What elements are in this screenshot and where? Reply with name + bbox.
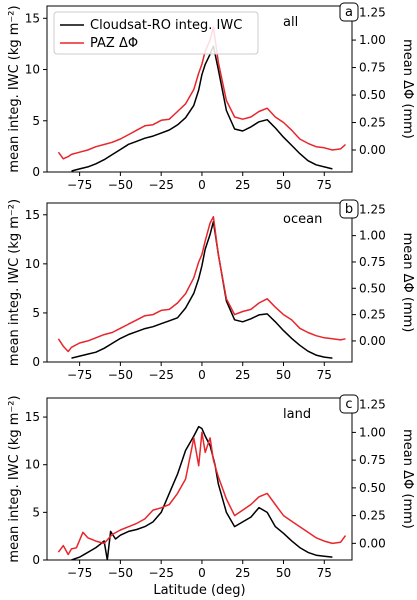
y-tick-label-right: 0.25 <box>359 308 386 322</box>
y-tick-label-left: 0 <box>32 553 40 567</box>
y-tick-label-left: 15 <box>25 410 40 424</box>
y-tick-label-right: 0.25 <box>359 116 386 130</box>
series-line-paz-delta-phi <box>57 431 347 556</box>
chart-panel-b: −75 −50 −25 0 25 50 75 0 5 10 15 0.00 0.25 0.50 0.75 1.… <box>7 199 415 382</box>
y-tick-label-left: 10 <box>25 63 40 77</box>
x-tick-label: 75 <box>317 566 332 580</box>
chart-panel-c: −75 −50 −25 0 25 50 75 0 5 10 15 0.00 0.25 0.50 0.75 1.… <box>7 394 415 598</box>
y-tick-label-left: 10 <box>25 458 40 472</box>
x-tick-label: 75 <box>317 178 332 192</box>
y-axis-label-right: mean ΔΦ (mm) <box>400 429 415 529</box>
x-tick-label: 25 <box>235 566 250 580</box>
x-tick-label: −50 <box>108 368 133 382</box>
series-group <box>57 26 347 172</box>
panel-tag: b <box>345 202 353 217</box>
x-axis-label: Latitude (deg) <box>153 583 245 598</box>
panel-annotation: all <box>283 15 298 30</box>
panel-tag-box <box>339 2 359 22</box>
x-tick-label: 50 <box>276 566 291 580</box>
x-tick-label: −50 <box>108 178 133 192</box>
x-tick-label: −75 <box>67 178 92 192</box>
y-axis-label-left: mean integ. IWC (kg m⁻²) <box>7 5 22 172</box>
y-tick-label-right: 0.75 <box>359 255 386 269</box>
y-axis-label-right: mean ΔΦ (mm) <box>400 233 415 333</box>
legend: Cloudsat-RO integ. IWC PAZ ΔΦ <box>53 11 259 55</box>
panel-tag-box <box>339 199 359 219</box>
x-tick-label: 25 <box>235 178 250 192</box>
y-tick-label-right: 0.00 <box>359 536 386 550</box>
legend-box <box>53 11 259 55</box>
plot-frame <box>46 5 353 173</box>
series-line-cloudsat-iwc <box>71 45 333 172</box>
x-tick-label: 0 <box>198 566 206 580</box>
series-line-cloudsat-iwc <box>71 220 333 359</box>
series-line-paz-delta-phi <box>57 26 347 160</box>
y-tick-label-right: 0.75 <box>359 61 386 75</box>
y-tick-label-left: 15 <box>25 11 40 25</box>
panel-annotation: ocean <box>283 212 322 227</box>
y-tick-label-left: 5 <box>32 306 40 320</box>
x-tick-label: 50 <box>276 368 291 382</box>
x-tick-label: −75 <box>67 368 92 382</box>
y-tick-label-right: 1.00 <box>359 425 386 439</box>
y-axis-label-left: mean integ. IWC (kg m⁻²) <box>7 395 22 562</box>
panel-tag: c <box>345 397 352 412</box>
panel-annotation: land <box>283 407 311 422</box>
x-tick-label: −25 <box>149 178 174 192</box>
y-axis-label-left: mean integ. IWC (kg m⁻²) <box>7 199 22 366</box>
y-tick-label-left: 15 <box>25 208 40 222</box>
legend-entry: Cloudsat-RO integ. IWC <box>90 18 242 33</box>
y-tick-label-right: 1.25 <box>359 6 386 20</box>
y-axis-label-right: mean ΔΦ (mm) <box>400 39 415 139</box>
legend-entry: PAZ ΔΦ <box>90 36 138 51</box>
y-tick-label-right: 0.75 <box>359 453 386 467</box>
y-tick-label-right: 0.50 <box>359 88 386 102</box>
y-tick-label-right: 0.25 <box>359 509 386 523</box>
x-tick-label: 0 <box>198 368 206 382</box>
x-tick-label: 75 <box>317 368 332 382</box>
y-tick-label-right: 0.50 <box>359 281 386 295</box>
y-tick-label-left: 0 <box>32 165 40 179</box>
x-tick-label: −75 <box>67 566 92 580</box>
panel-tag: a <box>345 5 353 20</box>
y-tick-label-right: 0.00 <box>359 334 386 348</box>
y-tick-label-right: 1.00 <box>359 229 386 243</box>
y-tick-label-right: 0.00 <box>359 143 386 157</box>
x-tick-label: −50 <box>108 566 133 580</box>
panel-tag-box <box>339 394 359 414</box>
chart-panel-a: −75 −50 −25 0 25 50 75 0 5 10 15 0.00 0.25 0.50 0.75 1.… <box>7 2 415 192</box>
series-line-cloudsat-iwc <box>71 425 333 560</box>
x-tick-label: −25 <box>149 566 174 580</box>
series-group <box>57 425 347 560</box>
y-tick-label-right: 1.25 <box>359 398 386 412</box>
x-tick-label: 0 <box>198 178 206 192</box>
plot-frame <box>46 202 353 363</box>
y-tick-label-right: 1.25 <box>359 202 386 216</box>
y-tick-label-left: 5 <box>32 114 40 128</box>
x-tick-label: −25 <box>149 368 174 382</box>
y-tick-label-right: 0.50 <box>359 481 386 495</box>
series-line-paz-delta-phi <box>57 215 346 353</box>
y-tick-label-right: 1.00 <box>359 33 386 47</box>
x-tick-label: 50 <box>276 178 291 192</box>
y-tick-label-left: 0 <box>32 355 40 369</box>
series-group <box>57 215 346 359</box>
y-tick-label-left: 10 <box>25 257 40 271</box>
y-tick-label-left: 5 <box>32 505 40 519</box>
plot-frame <box>46 397 353 561</box>
x-tick-label: 25 <box>235 368 250 382</box>
